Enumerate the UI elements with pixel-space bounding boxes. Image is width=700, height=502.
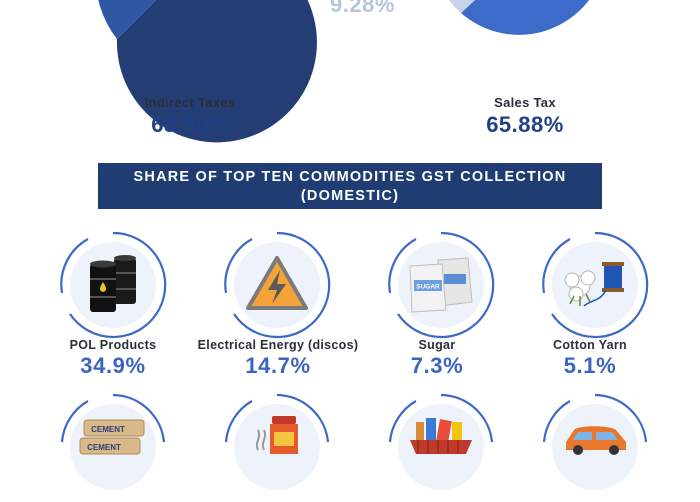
left-pie-large-slice <box>116 0 317 143</box>
tea-box-icon <box>224 393 330 490</box>
left-pie-small-slice <box>98 0 156 39</box>
banner-title-line2: (DOMESTIC) <box>300 188 400 204</box>
indirect-taxes-value: 63.50% <box>151 112 229 137</box>
faded-percentage: 9.28% <box>330 0 395 17</box>
commodity-pol-products: POL Products 34.9% <box>13 338 213 379</box>
banner-title-line1: SHARE OF TOP TEN COMMODITIES GST COLLECT… <box>133 169 567 185</box>
commodity-share: 14.7% <box>245 353 311 378</box>
commodity-share: 5.1% <box>563 353 617 378</box>
commodity-name: POL Products <box>69 338 157 352</box>
commodity-name: Sugar <box>418 338 456 352</box>
commodity-name: Cotton Yarn <box>553 338 627 352</box>
commodity-share: 34.9% <box>80 353 146 378</box>
sales-tax-value: 65.88% <box>486 112 564 137</box>
right-pie-chart <box>448 0 590 35</box>
high-voltage-icon <box>224 231 331 339</box>
section-banner: SHARE OF TOP TEN COMMODITIES GST COLLECT… <box>98 163 602 209</box>
cotton-yarn-icon <box>542 231 649 339</box>
indirect-taxes-block: Indirect Taxes 63.50% <box>110 95 270 138</box>
sugar-sacks-icon: SUGAR <box>388 231 495 339</box>
indirect-taxes-label: Indirect Taxes <box>144 95 236 110</box>
commodity-share: 7.3% <box>410 353 464 378</box>
commodity-name: Electrical Energy (discos) <box>197 338 359 352</box>
commodity-cotton-yarn: Cotton Yarn 5.1% <box>490 338 690 379</box>
cement-bag-text-2: CEMENT <box>87 443 121 452</box>
cement-bag-text-1: CEMENT <box>91 425 125 434</box>
sales-tax-label: Sales Tax <box>494 95 556 110</box>
oil-barrels-icon <box>60 231 167 339</box>
car-icon <box>542 393 648 490</box>
sugar-sack-text: SUGAR <box>416 284 440 291</box>
commodity-sugar: Sugar 7.3% <box>337 338 537 379</box>
right-pie-large-slice <box>461 0 590 35</box>
commodity-electrical-energy: Electrical Energy (discos) 14.7% <box>178 338 378 379</box>
sales-tax-block: Sales Tax 65.88% <box>445 95 605 138</box>
cement-bags-icon: CEMENT CEMENT <box>60 393 166 490</box>
left-pie-chart <box>98 0 317 143</box>
grocery-basket-icon <box>388 393 494 490</box>
right-pie-small-slice <box>448 0 475 13</box>
